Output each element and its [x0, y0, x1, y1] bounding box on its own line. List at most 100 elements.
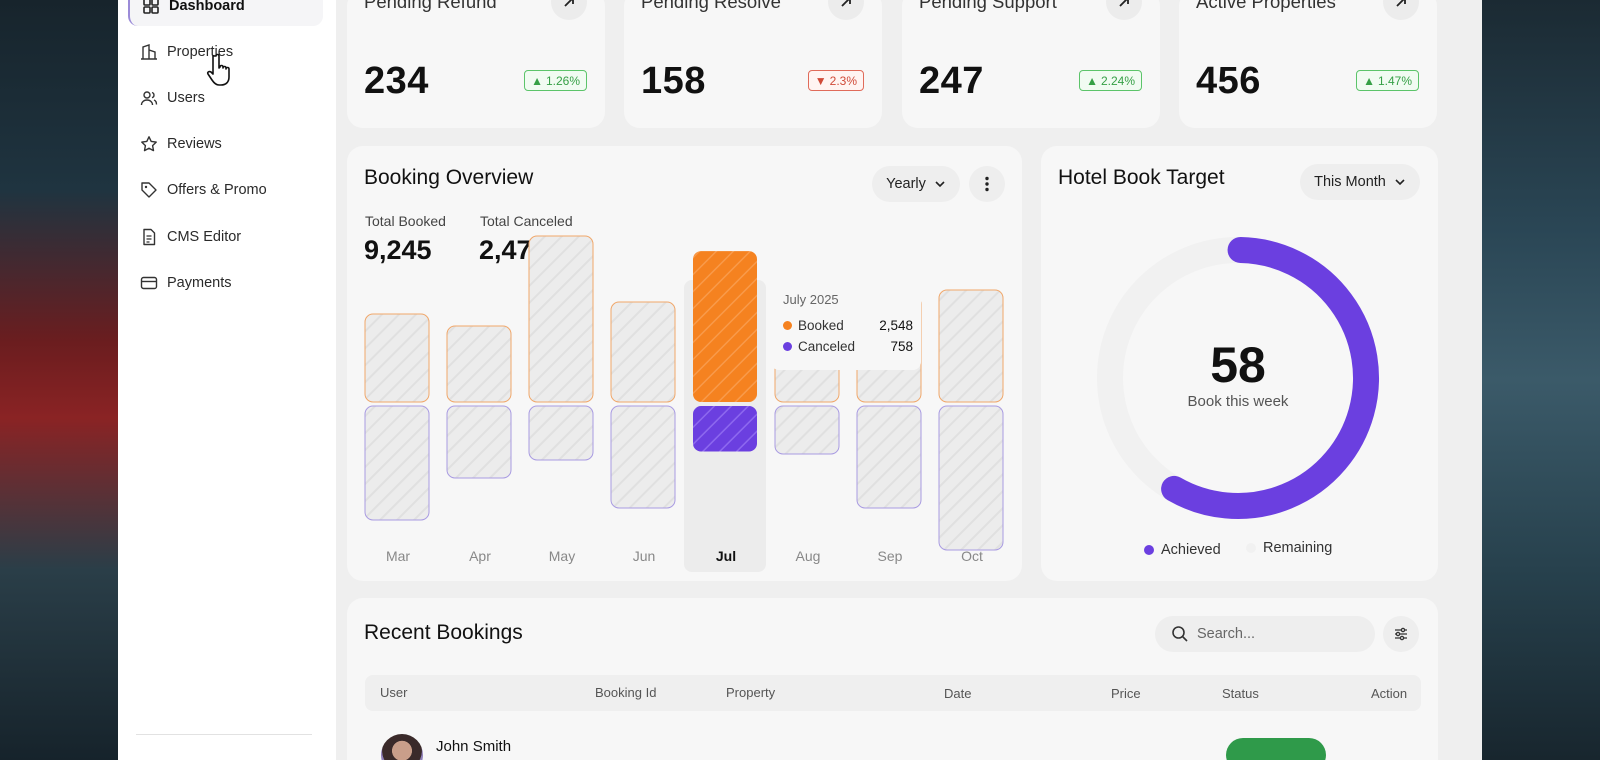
column-header-status[interactable]: Status	[1222, 686, 1259, 701]
tooltip-canceled-row: Canceled 758	[783, 339, 913, 354]
table-row-user-name: John Smith	[436, 738, 512, 755]
sidebar-item-label: CMS Editor	[167, 229, 242, 245]
search-icon	[1172, 626, 1188, 642]
x-axis-label-jun: Jun	[632, 548, 656, 564]
sidebar-item-payments[interactable]: Payments	[128, 263, 323, 303]
hotel-target-title: Hotel Book Target	[1058, 166, 1225, 189]
bar-booked-jul[interactable]	[693, 251, 757, 402]
sidebar-divider	[136, 734, 312, 735]
table-header	[365, 675, 1421, 711]
building-icon	[140, 43, 158, 61]
bar-canceled-jul[interactable]	[693, 406, 757, 452]
stat-card-pending-resolve: Pending Resolve 158 ▼ 2.3%	[624, 0, 882, 128]
bar-canceled-may[interactable]	[528, 405, 594, 461]
x-axis-label-sep: Sep	[877, 548, 903, 564]
x-axis-label-apr: Apr	[469, 548, 491, 564]
period-dropdown[interactable]: Yearly	[872, 166, 960, 202]
sidebar-item-dashboard[interactable]: Dashboard	[128, 0, 323, 26]
target-donut-chart	[1097, 237, 1379, 519]
filter-button[interactable]	[1383, 616, 1419, 652]
stat-title: Pending Resolve	[641, 0, 781, 12]
arrow-up-right-icon[interactable]	[1383, 0, 1419, 20]
background-left	[0, 0, 118, 760]
grid-icon	[142, 0, 160, 15]
dashboard-screen: Dashboard Properties Users Reviews Offer…	[118, 0, 1482, 760]
arrow-up-right-icon[interactable]	[551, 0, 587, 20]
star-icon	[140, 135, 158, 153]
sidebar-item-cms-editor[interactable]: CMS Editor	[128, 217, 323, 257]
background-right	[1482, 0, 1600, 760]
more-vertical-icon	[985, 176, 989, 192]
tooltip-booked-label: Booked	[798, 318, 844, 333]
achieved-dot	[1144, 545, 1154, 555]
chevron-down-icon	[1395, 179, 1405, 186]
x-axis-label-jul: Jul	[715, 548, 737, 564]
arrow-up-right-icon[interactable]	[1106, 0, 1142, 20]
total-booked-label: Total Booked	[365, 213, 446, 229]
sidebar-item-label: Payments	[167, 275, 232, 291]
change-badge: ▲ 1.26%	[524, 70, 587, 91]
change-badge: ▲ 1.47%	[1356, 70, 1419, 91]
tooltip-booked-row: Booked 2,548	[783, 318, 913, 333]
arrow-up-right-icon[interactable]	[828, 0, 864, 20]
legend-achieved: Achieved	[1144, 542, 1221, 558]
recent-bookings-title: Recent Bookings	[364, 621, 523, 644]
target-period-label: This Month	[1314, 174, 1386, 190]
column-header-date[interactable]: Date	[944, 686, 972, 701]
stat-card-active-properties: Active Properties 456 ▲ 1.47%	[1179, 0, 1437, 128]
stat-card-pending-refund: Pending Refund 234 ▲ 1.26%	[347, 0, 605, 128]
sidebar-item-offers[interactable]: Offers & Promo	[128, 170, 323, 210]
users-icon	[140, 89, 158, 107]
more-options-button[interactable]	[969, 166, 1005, 202]
legend-remaining-label: Remaining	[1263, 540, 1333, 556]
bar-booked-may[interactable]	[528, 235, 594, 403]
sliders-icon	[1395, 627, 1407, 641]
stat-card-pending-support: Pending Support 247 ▲ 2.24%	[902, 0, 1160, 128]
change-badge: ▲ 2.24%	[1079, 70, 1142, 91]
bar-booked-jun[interactable]	[610, 301, 676, 403]
search-input[interactable]	[1197, 626, 1357, 642]
stat-title: Pending Refund	[364, 0, 497, 12]
column-header-booking-id[interactable]: Booking Id	[595, 685, 657, 700]
sidebar: Dashboard Properties Users Reviews Offer…	[118, 0, 336, 760]
legend-remaining: Remaining	[1246, 540, 1332, 556]
column-header-price[interactable]: Price	[1111, 686, 1141, 701]
stat-value: 158	[641, 60, 706, 102]
stat-value: 247	[919, 60, 984, 102]
change-badge: ▼ 2.3%	[807, 70, 864, 91]
tooltip-date: July 2025	[783, 292, 839, 307]
target-period-dropdown[interactable]: This Month	[1300, 164, 1420, 200]
search-box[interactable]	[1155, 616, 1375, 652]
status-badge	[1226, 738, 1326, 760]
target-value: 58	[1210, 337, 1266, 393]
document-icon	[140, 228, 158, 246]
bar-canceled-aug[interactable]	[774, 405, 840, 455]
column-header-property[interactable]: Property	[726, 685, 776, 700]
sidebar-item-label: Reviews	[167, 136, 222, 152]
legend-achieved-label: Achieved	[1161, 542, 1221, 558]
bar-canceled-mar[interactable]	[364, 405, 430, 521]
sidebar-item-label: Offers & Promo	[167, 182, 267, 198]
tooltip-canceled-label: Canceled	[798, 339, 856, 354]
bar-canceled-jun[interactable]	[610, 405, 676, 509]
stat-value: 234	[364, 60, 429, 102]
chevron-down-icon	[935, 181, 945, 188]
sidebar-item-users[interactable]: Users	[128, 78, 323, 118]
column-header-user[interactable]: User	[380, 685, 408, 700]
tag-icon	[140, 181, 158, 199]
stat-title: Pending Support	[919, 0, 1057, 12]
x-axis-label-aug: Aug	[795, 548, 821, 564]
bar-canceled-sep[interactable]	[856, 405, 922, 509]
bar-booked-mar[interactable]	[364, 313, 430, 403]
bar-booked-oct[interactable]	[938, 289, 1004, 403]
sidebar-item-reviews[interactable]: Reviews	[128, 124, 323, 164]
bar-canceled-oct[interactable]	[938, 405, 1004, 551]
bar-canceled-apr[interactable]	[446, 405, 512, 479]
bar-booked-apr[interactable]	[446, 325, 512, 403]
x-axis-label-may: May	[548, 548, 576, 564]
booked-dot	[783, 321, 792, 330]
chart-tooltip: July 2025 Booked 2,548 Canceled 758	[771, 282, 921, 370]
remaining-dot	[1246, 543, 1256, 553]
column-header-action[interactable]: Action	[1371, 686, 1408, 701]
tooltip-booked-value: 2,548	[879, 318, 913, 333]
